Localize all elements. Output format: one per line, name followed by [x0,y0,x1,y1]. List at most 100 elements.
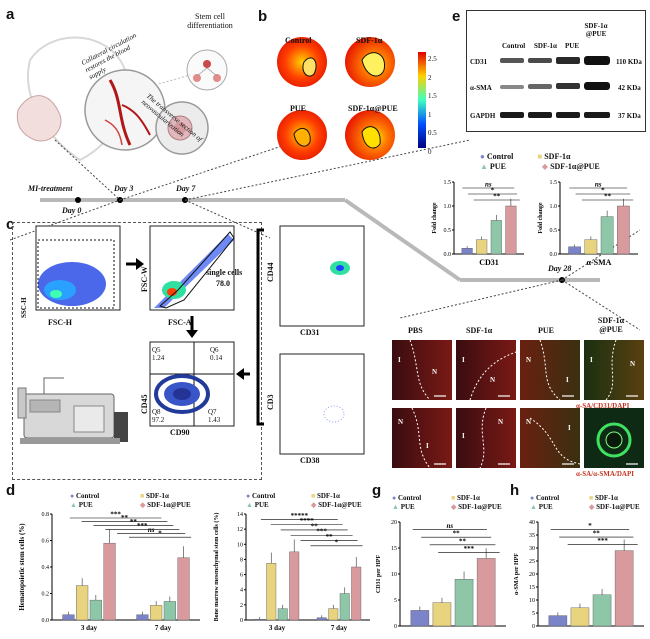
panel-c-box [12,222,262,480]
panel-label-e: e [452,8,461,25]
significance-label: * [335,538,339,546]
bar [103,542,116,621]
panel-e-legend: ● Control ■ SDF-1α ▲ PUE ◆ SDF-1α@PUE [480,152,600,171]
wb-bands [500,56,610,118]
flow-cytometer-illustration [17,377,128,444]
svg-text:I: I [462,432,465,440]
wb-kda-asma: 42 KDa [618,84,641,92]
axis-cd44: CD44 [266,262,275,282]
y-tick-label: 2 [240,603,243,609]
chart-bmsc: 0 2 4 6 8 10 12 14 Bone marrow mesenchymal stem … [206,492,374,638]
x-tick-label: 7 day [155,624,172,632]
bar [490,220,502,255]
significance-label: * [588,522,592,530]
svg-text:I: I [426,442,429,450]
significance-label: *** [597,537,608,545]
significance-label: * [601,187,605,195]
y-tick-label: 0.0 [550,252,558,258]
significance-label: *** [464,545,475,553]
y-tick-label: 30 [529,546,535,552]
panel-label-b: b [258,8,268,25]
bar [432,602,452,627]
quad-q7: Q7 1.43 [208,408,221,424]
axis-cd90: CD90 [170,428,190,437]
heatmap-label-sdf-pue: SDF-1α@PUE [348,104,398,113]
svg-text:I: I [398,356,401,364]
svg-text:N: N [398,418,403,426]
significance-label: ** [130,518,138,526]
significance-label: ** [493,193,501,201]
quad-q6: Q6 0.14 [210,346,223,362]
y-tick-label: 35 [529,533,535,539]
panel-label-h: h [510,482,520,499]
y-tick-label: 1.0 [444,204,452,210]
y-tick-label: 15 [529,585,535,591]
fluor-col-sdf: SDF-1α [466,326,493,335]
svg-text:I: I [590,356,593,364]
y-tick-label: 40 [529,520,535,526]
chart-legend: ● Control ■ SDF-1α▲ PUE ◆ SDF-1α@PUE [392,494,502,511]
y-tick-label: 0.0 [444,252,452,258]
svg-text:I: I [462,356,465,364]
y-tick-label: 0 [532,624,535,630]
wb-row-cd31: CD31 [470,58,488,66]
timeline-day0: Day 0 [62,206,82,215]
axis-cd31: CD31 [300,328,320,337]
y-tick-label: 5 [394,598,397,604]
y-tick-label: 0.0 [42,618,50,624]
bar [316,617,327,621]
bar [163,601,176,621]
significance-label: *** [137,522,148,530]
timeline-mi-treatment: MI-treatment [28,184,73,193]
significance-label: * [158,530,162,538]
significance-label: ** [453,530,461,538]
x-tick-label: 7 day [331,624,348,632]
bar [254,619,265,621]
axis-cd3: CD3 [266,394,275,410]
significance-label: ** [121,514,128,522]
bar [150,605,163,621]
panel-b-heatmaps [270,22,450,172]
svg-text:I: I [568,424,571,432]
fluor-col-sdf-pue: SDF-1α @PUE [597,316,625,334]
fluor-col-pbs: PBS [408,326,423,335]
wb-col-control: Control [502,42,526,50]
wb-col-pue: PUE [565,42,579,50]
svg-text:I: I [566,376,569,384]
timeline-day28: Day 28 [548,264,572,273]
y-tick-label: 20 [391,520,397,526]
y-tick-label: 10 [237,542,243,548]
timeline-day7: Day 7 [176,184,196,193]
wb-col-sdf-pue: SDF-1α @PUE [584,22,608,38]
significance-label: ns [148,526,155,534]
stem-cell-label: Stem cell differentiation [187,12,233,30]
significance-label: ns [595,181,602,189]
axis-fsc-w: FSC-W [140,266,149,292]
bar [570,607,590,627]
bar [476,558,496,627]
fluor-images: I N I N N I I N N I I N N I [392,339,644,469]
significance-label: *** [316,528,327,536]
y-tick-label: 8 [240,557,243,563]
bar [568,246,581,255]
significance-label: ** [311,522,319,530]
x-axis-label: α-SMA [587,258,612,267]
chart-legend: ● Control ■ SDF-1α▲ PUE ◆ SDF-1α@PUE [246,492,362,509]
y-tick-label: 10 [391,572,397,578]
stain-label-1: α-SA/CD31/DAPI [576,402,630,410]
chart-asma-hpf: 0 5 10 15 20 25 30 35 40 α-SMA per HPF * ** *** ● Con… [510,492,648,638]
bar [592,594,612,627]
svg-text:N: N [526,418,531,426]
significance-label: ns [447,522,454,530]
y-tick-label: 0.6 [42,539,50,545]
svg-text:N: N [498,418,503,426]
bar [614,550,634,627]
panel-label-c: c [6,216,15,233]
chart-cd31-hpf: 0 5 10 15 20 CD31 per HPF ns ** ** *** ● Control ■ … [372,492,510,638]
bar [351,566,362,621]
y-axis-label: Bone marrow mesenchymal stem cells (%) [213,513,220,622]
y-tick-label: 10 [529,598,535,604]
heatmap-label-control: Control [285,36,312,45]
svg-text:N: N [432,368,437,376]
svg-text:N: N [526,356,531,364]
